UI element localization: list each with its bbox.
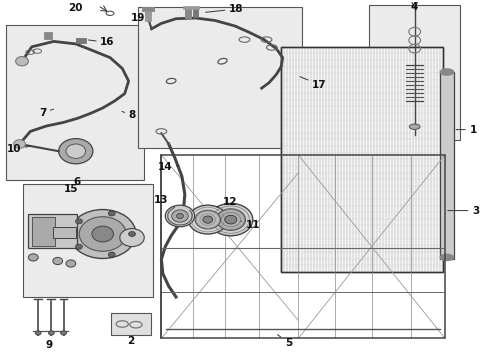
- Circle shape: [176, 213, 183, 219]
- Circle shape: [28, 254, 38, 261]
- Circle shape: [79, 217, 126, 251]
- Circle shape: [165, 205, 194, 227]
- Ellipse shape: [439, 69, 453, 75]
- Text: 10: 10: [6, 144, 29, 154]
- Text: 11: 11: [240, 220, 260, 230]
- Circle shape: [48, 331, 54, 335]
- Bar: [161, 155, 444, 338]
- Circle shape: [224, 215, 236, 224]
- Text: 9: 9: [45, 340, 52, 350]
- Circle shape: [203, 216, 212, 223]
- Text: 19: 19: [131, 13, 145, 23]
- Circle shape: [75, 219, 82, 224]
- Circle shape: [53, 257, 62, 265]
- Ellipse shape: [408, 124, 419, 129]
- Bar: [193, 9, 198, 17]
- Circle shape: [188, 205, 227, 234]
- Bar: [439, 72, 453, 259]
- Bar: [184, 9, 190, 18]
- Bar: [281, 47, 442, 272]
- Text: 8: 8: [122, 110, 136, 120]
- Bar: [138, 7, 301, 148]
- Bar: [28, 214, 77, 248]
- Circle shape: [92, 226, 113, 242]
- Text: 2: 2: [127, 336, 134, 346]
- Bar: [32, 217, 55, 246]
- Bar: [44, 32, 52, 39]
- Bar: [76, 38, 85, 43]
- Text: 7: 7: [39, 108, 54, 118]
- Text: 17: 17: [299, 77, 326, 90]
- Bar: [368, 5, 459, 140]
- Circle shape: [108, 211, 115, 216]
- Bar: [23, 184, 153, 297]
- Circle shape: [108, 252, 115, 257]
- Text: 13: 13: [154, 195, 174, 207]
- Bar: [142, 7, 154, 11]
- Text: 1: 1: [455, 125, 476, 135]
- Circle shape: [16, 57, 28, 66]
- Bar: [6, 25, 144, 180]
- Circle shape: [61, 331, 66, 335]
- Text: 14: 14: [157, 162, 179, 172]
- Text: 20: 20: [68, 3, 83, 13]
- Text: 4: 4: [410, 2, 418, 12]
- Circle shape: [14, 140, 25, 148]
- Text: 18: 18: [205, 4, 243, 14]
- Bar: [183, 6, 199, 9]
- Bar: [53, 227, 76, 238]
- Circle shape: [208, 203, 252, 236]
- Circle shape: [59, 139, 93, 164]
- Circle shape: [171, 210, 188, 222]
- Circle shape: [195, 210, 220, 229]
- Text: 12: 12: [216, 197, 237, 207]
- Circle shape: [66, 144, 85, 158]
- Text: 6: 6: [74, 177, 81, 187]
- Circle shape: [216, 209, 245, 230]
- Bar: [281, 47, 442, 272]
- Text: 15: 15: [63, 184, 78, 194]
- Circle shape: [69, 210, 136, 258]
- Text: 3: 3: [447, 206, 478, 216]
- Circle shape: [35, 331, 41, 335]
- Bar: [111, 313, 150, 335]
- Circle shape: [75, 244, 82, 249]
- Text: 16: 16: [88, 37, 115, 48]
- Circle shape: [120, 229, 144, 247]
- Circle shape: [128, 231, 135, 237]
- Ellipse shape: [439, 254, 453, 261]
- Text: 5: 5: [277, 335, 291, 348]
- Bar: [144, 11, 150, 21]
- Circle shape: [66, 260, 76, 267]
